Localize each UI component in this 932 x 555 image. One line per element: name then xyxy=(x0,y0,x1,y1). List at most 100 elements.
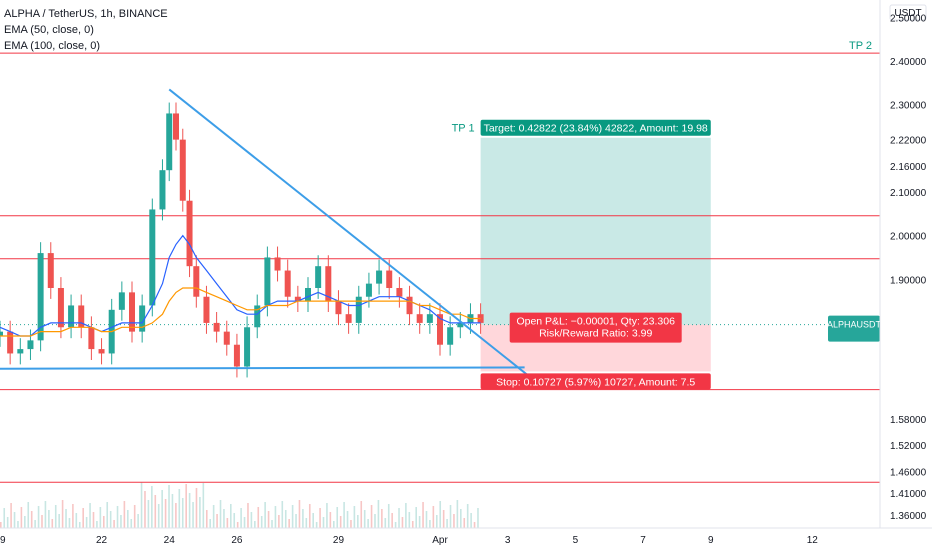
volume-bar xyxy=(54,505,57,528)
volume-bar xyxy=(387,504,390,528)
pnl-label: Open P&L: −0.00001, Qty: 23.306 xyxy=(516,316,675,328)
ema100-legend: EMA (100, close, 0) xyxy=(4,40,100,52)
volume-bar xyxy=(106,502,109,528)
candle-body xyxy=(98,349,105,354)
volume-bar xyxy=(51,519,54,528)
volume-bar xyxy=(20,507,23,528)
trendline[interactable] xyxy=(0,366,525,370)
volume-bar xyxy=(82,508,84,528)
volume-bar xyxy=(267,511,270,528)
candle-body xyxy=(186,200,193,267)
volume-bar xyxy=(89,503,91,528)
candle-body xyxy=(315,266,322,288)
volume-bar xyxy=(78,522,81,528)
candle-body xyxy=(129,292,135,332)
volume-bar xyxy=(453,514,455,528)
chart-legend: ALPHA / TetherUS, 1h, BINANCE EMA (50, c… xyxy=(4,6,168,54)
volume-bar xyxy=(192,502,194,528)
volume-bar xyxy=(281,501,284,528)
volume-bar xyxy=(326,503,328,528)
volume-bar xyxy=(284,510,287,528)
volume-bar xyxy=(312,513,314,528)
y-tick-label: 2.22000 xyxy=(890,136,927,147)
candle-body xyxy=(213,322,220,332)
candle-body xyxy=(477,314,484,323)
candle-body xyxy=(416,314,423,323)
volume-bar xyxy=(127,510,129,528)
volume-bar xyxy=(446,519,448,528)
volume-bar xyxy=(205,510,208,528)
volume-bar xyxy=(477,508,479,528)
y-tick-label: 1.58000 xyxy=(890,415,927,426)
volume-bar xyxy=(181,498,184,528)
volume-bar xyxy=(123,501,126,528)
volume-bar xyxy=(357,515,359,528)
candle-body xyxy=(233,344,240,367)
volume-bar xyxy=(202,483,205,528)
volume-bar xyxy=(27,502,30,528)
volume-bar xyxy=(65,509,67,528)
volume-bar xyxy=(439,501,442,528)
volume-bar xyxy=(322,517,325,528)
volume-bar xyxy=(418,516,421,528)
volume-bar xyxy=(109,511,112,528)
volume-bar xyxy=(219,500,222,528)
x-tick-label: Apr xyxy=(432,535,448,546)
target-tag: TP 1 xyxy=(452,123,475,135)
candle-body xyxy=(139,305,146,332)
volume-bar xyxy=(178,489,181,528)
candle-body xyxy=(437,314,443,345)
candle-body xyxy=(47,253,54,288)
volume-bar xyxy=(164,499,167,528)
volume-bar xyxy=(315,522,318,528)
candle-body xyxy=(173,113,179,140)
volume-bar xyxy=(425,511,428,528)
volume-bar xyxy=(339,516,342,528)
volume-bar xyxy=(168,485,170,528)
volume-bar xyxy=(120,515,122,528)
candle-body xyxy=(78,305,85,328)
volume-bar xyxy=(466,504,469,528)
target-label-box xyxy=(480,119,711,136)
volume-bar xyxy=(405,503,407,528)
volume-bar xyxy=(102,516,105,528)
y-tick-label: 1.52000 xyxy=(890,441,927,452)
y-tick-label: 2.40000 xyxy=(890,57,927,68)
volume-bar xyxy=(243,517,246,528)
volume-bar xyxy=(37,506,40,528)
candle-body xyxy=(386,270,393,288)
volume-bar xyxy=(34,520,36,528)
volume-bar xyxy=(161,490,163,528)
volume-bar xyxy=(216,514,218,528)
volume-bar xyxy=(470,513,472,528)
volume-bar xyxy=(236,522,239,528)
currency-box xyxy=(889,4,927,21)
candle-body xyxy=(27,340,34,350)
x-tick-label: 29 xyxy=(333,535,345,546)
volume-bar xyxy=(381,509,383,528)
candle-body xyxy=(376,270,383,284)
volume-bar xyxy=(230,504,232,528)
stop-label: Stop: 0.10727 (5.97%) 10727, Amount: 7.5 xyxy=(496,376,695,388)
volume-bar xyxy=(411,521,414,528)
volume-bar xyxy=(274,506,277,528)
volume-bar xyxy=(147,500,150,528)
candle-body xyxy=(284,270,291,297)
volume-bar xyxy=(195,488,198,528)
trendline[interactable] xyxy=(168,88,543,387)
x-tick-label: 12 xyxy=(807,535,819,546)
candle-body xyxy=(305,288,311,302)
volume-bar xyxy=(408,512,411,528)
candle-body xyxy=(179,139,186,201)
volume-bar xyxy=(332,521,335,528)
volume-bar xyxy=(415,507,417,528)
last-price-symbol-box xyxy=(828,315,880,342)
y-tick-label: 1.36000 xyxy=(890,511,927,522)
volume-bar xyxy=(61,500,64,528)
y-tick-label: 2.00000 xyxy=(890,232,927,243)
candle-body xyxy=(254,305,261,328)
x-tick-label: 9 xyxy=(708,535,714,546)
volume-bar xyxy=(391,513,393,528)
